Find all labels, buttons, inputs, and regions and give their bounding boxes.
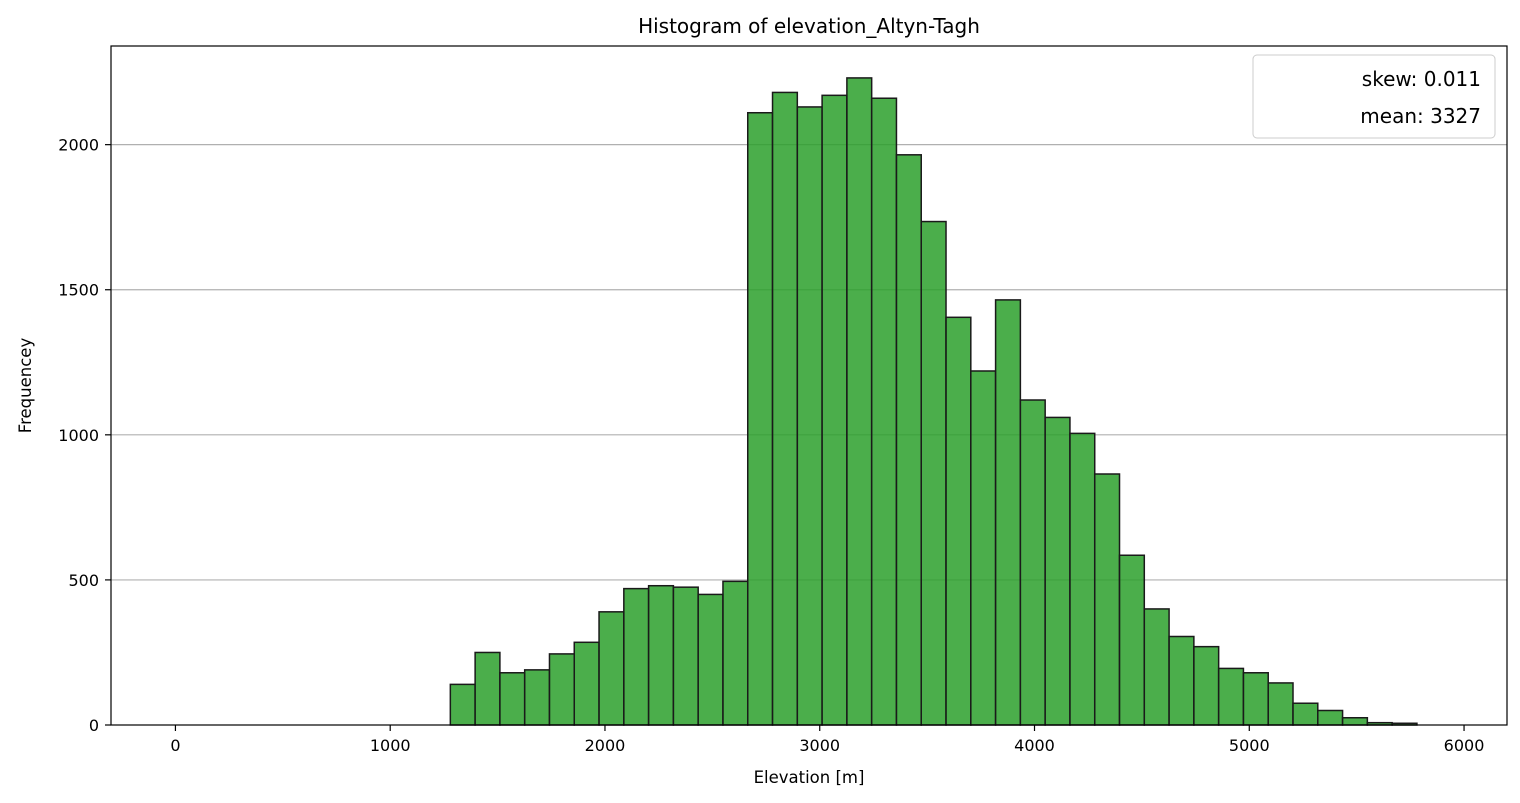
histogram-bar xyxy=(746,111,774,726)
y-tick-label: 500 xyxy=(68,571,99,590)
x-tick-label: 6000 xyxy=(1444,736,1485,755)
histogram-bar xyxy=(474,651,501,726)
histogram-bar xyxy=(771,91,799,726)
histogram-bar xyxy=(895,154,922,726)
y-tick-label: 1500 xyxy=(58,281,99,300)
histogram-bar xyxy=(523,669,551,726)
histogram-bar xyxy=(1069,432,1096,726)
histogram-bar xyxy=(623,587,650,726)
y-axis-ticks: 0 500 1000 1500 2000 xyxy=(58,136,111,735)
x-tick-label: 3000 xyxy=(799,736,840,755)
histogram-bar xyxy=(697,593,724,726)
histogram-bar xyxy=(598,611,625,726)
histogram-bar xyxy=(1341,716,1369,726)
histogram-bar xyxy=(821,94,848,726)
x-tick-label: 2000 xyxy=(585,736,626,755)
histogram-bar xyxy=(1044,416,1071,726)
histogram-bar xyxy=(1019,399,1046,726)
histogram-bar xyxy=(796,106,823,726)
histogram-bar xyxy=(1193,645,1220,726)
x-axis-ticks: 0 1000 2000 3000 4000 5000 6000 xyxy=(170,725,1484,755)
histogram-bar xyxy=(1217,667,1245,726)
x-tick-label: 4000 xyxy=(1014,736,1055,755)
histogram-bar xyxy=(722,580,749,726)
histogram-bar xyxy=(548,653,576,726)
histogram-bar xyxy=(920,220,947,726)
x-axis-label: Elevation [m] xyxy=(754,768,865,787)
plot-frame xyxy=(110,45,1508,726)
y-tick-label: 0 xyxy=(89,716,99,735)
histogram-bar xyxy=(647,584,675,726)
x-tick-label: 1000 xyxy=(370,736,411,755)
histogram-bar xyxy=(449,683,476,726)
y-tick-label: 2000 xyxy=(58,136,99,155)
histogram-bar xyxy=(1242,672,1269,726)
y-tick-label: 1000 xyxy=(58,426,99,445)
histogram-bar xyxy=(573,641,600,726)
histogram-bar xyxy=(1292,702,1319,726)
legend-entry-mean: mean: 3327 xyxy=(1360,104,1481,128)
histogram-bar xyxy=(870,97,898,726)
histogram-bar xyxy=(1317,709,1344,726)
y-axis-label: Frequencey xyxy=(16,338,35,434)
histogram-bar xyxy=(994,299,1022,726)
bars xyxy=(449,77,1418,726)
histogram-bar xyxy=(945,316,972,726)
histogram-bar xyxy=(846,77,873,726)
legend-box xyxy=(1252,54,1496,139)
histogram-bar xyxy=(1143,608,1170,726)
histogram-bar xyxy=(1118,554,1146,726)
histogram-bar xyxy=(1093,473,1121,726)
legend-entry-skew: skew: 0.011 xyxy=(1362,67,1481,91)
histogram-bar xyxy=(1267,682,1294,726)
histogram-bar xyxy=(1168,635,1195,726)
x-tick-label: 0 xyxy=(170,736,180,755)
chart-title: Histogram of elevation_Altyn-Tagh xyxy=(638,14,980,38)
x-tick-label: 5000 xyxy=(1229,736,1270,755)
legend: skew: 0.011 mean: 3327 xyxy=(1252,54,1496,139)
histogram-bar xyxy=(672,586,699,726)
histogram-bar xyxy=(970,370,997,726)
histogram-bar xyxy=(499,672,526,726)
